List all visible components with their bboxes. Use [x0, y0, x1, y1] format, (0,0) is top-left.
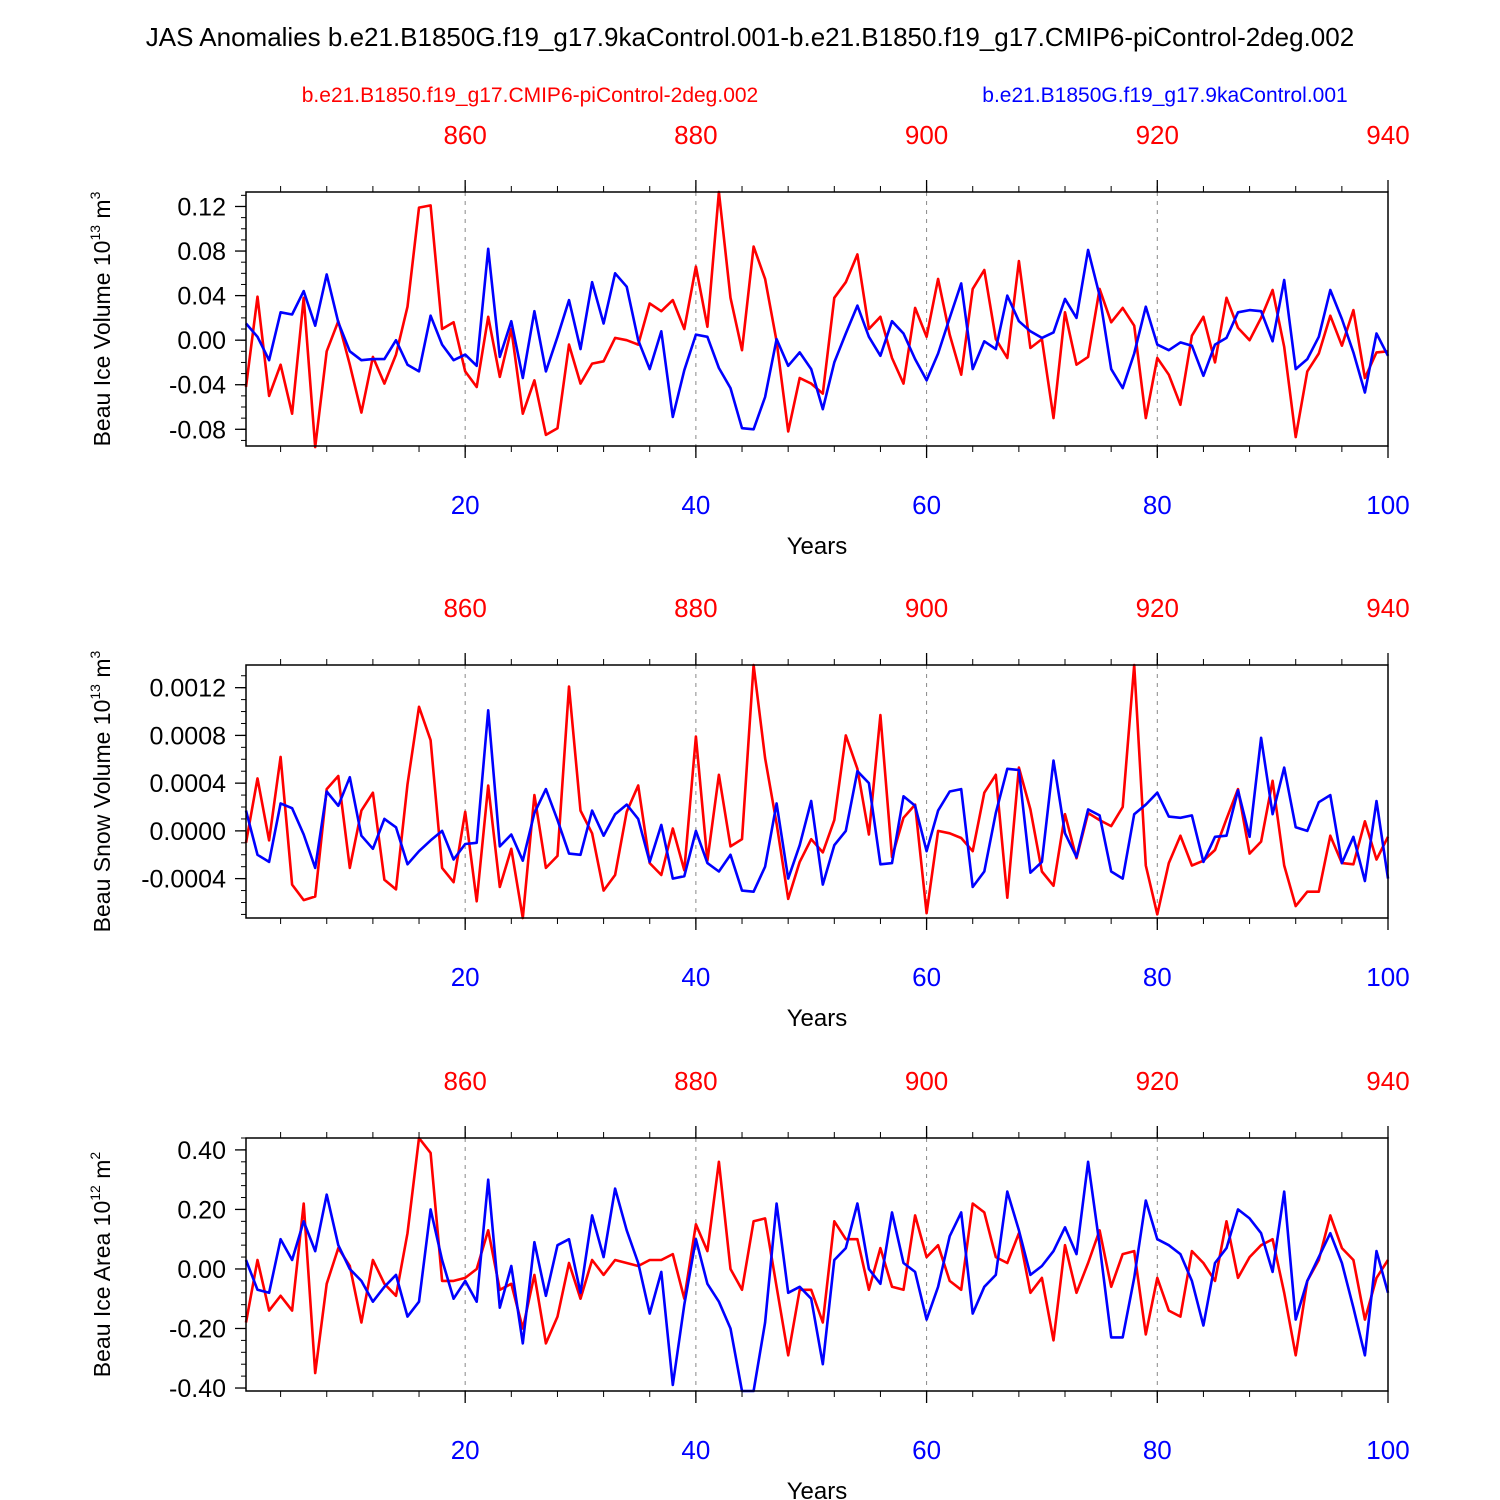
snow-volume-xtick-label: 100 — [1366, 962, 1409, 992]
ice-volume-ylabel-unit-exp: 3 — [87, 191, 103, 199]
snow-volume-xtick-label: 80 — [1143, 962, 1172, 992]
ice-area-xtick-label: 80 — [1143, 1435, 1172, 1465]
snow-volume-series-blue — [244, 708, 1390, 894]
ice-area-ylabel-unit: m — [89, 1160, 115, 1186]
ice-area-ytick-label: 0.40 — [177, 1137, 226, 1165]
snow-volume-frame — [245, 664, 1389, 919]
ice-volume-ylabel-unit: m — [89, 199, 115, 225]
snow-volume-ylabel: Beau Snow Volume 1013 m3 — [87, 650, 115, 932]
snow-volume-toptick-label: 880 — [674, 593, 717, 623]
ice-volume-ytick-label: 0.12 — [177, 193, 226, 221]
ice-volume-ylabel-exp: 13 — [87, 225, 103, 241]
ice-area-xtick-label: 40 — [681, 1435, 710, 1465]
ice-volume-ytick-label: -0.04 — [169, 372, 226, 400]
ice-volume-ytick-label: -0.08 — [169, 416, 226, 444]
snow-volume-ylabel-unit: m — [89, 658, 115, 684]
ice-volume-ytick-label: 0.08 — [177, 238, 226, 266]
snow-volume-xlabel: Years — [787, 1005, 848, 1032]
ice-area-toptick-label: 900 — [905, 1066, 948, 1096]
ice-area-toptick-label: 880 — [674, 1066, 717, 1096]
ice-volume-xtick-label: 100 — [1366, 490, 1409, 520]
ice-volume-toptick-label: 940 — [1366, 120, 1409, 150]
ice-volume-ytick-label: 0.04 — [177, 283, 226, 311]
ice-area-ytick-label: 0.20 — [177, 1196, 226, 1224]
ice-volume-frame — [245, 191, 1389, 447]
ice-area-frame — [245, 1137, 1389, 1392]
snow-volume-ytick-label: -0.0004 — [141, 866, 226, 894]
snow-volume-toptick-label: 900 — [905, 593, 948, 623]
ice-area-xlabel: Years — [787, 1478, 848, 1500]
snow-volume-ytick-label: 0.0004 — [150, 770, 227, 798]
ice-area-toptick-label: 920 — [1136, 1066, 1179, 1096]
ice-volume-toptick-label: 880 — [674, 120, 717, 150]
snow-volume-ylabel-exp: 13 — [87, 684, 103, 700]
snow-volume-toptick-label: 940 — [1366, 593, 1409, 623]
ice-area-toptick-label: 940 — [1366, 1066, 1409, 1096]
snow-volume-ytick-label: 0.0000 — [150, 818, 226, 846]
ice-area-ylabel: Beau Ice Area 1012 m2 — [87, 1152, 115, 1378]
snow-volume-ytick-label: 0.0008 — [150, 722, 226, 750]
legend-blue-label: b.e21.B1850G.f19_g17.9kaControl.001 — [982, 84, 1347, 107]
ice-volume-series-blue — [245, 247, 1390, 431]
ice-area-ylabel-main: Beau Ice Area 10 — [89, 1201, 115, 1377]
ice-volume-ytick-label: 0.00 — [177, 327, 226, 355]
snow-volume-xtick-label: 20 — [451, 962, 480, 992]
ice-area-xtick-label: 60 — [912, 1435, 941, 1465]
ice-volume-xtick-label: 80 — [1143, 490, 1172, 520]
ice-area-xtick-label: 20 — [451, 1435, 480, 1465]
ice-area-ytick-label: -0.40 — [169, 1375, 226, 1403]
ice-volume-toptick-label: 920 — [1136, 120, 1179, 150]
snow-volume-toptick-label: 860 — [443, 593, 486, 623]
panel-ice-area: -0.40 -0.20 0.00 0.20 0.40 20 40 60 80 100 860 880 9… — [87, 1066, 1410, 1500]
snow-volume-toptick-label: 920 — [1136, 593, 1179, 623]
ice-area-ylabel-exp: 12 — [87, 1185, 103, 1201]
ice-area-ytick-label: 0.00 — [177, 1256, 226, 1284]
ice-area-series-blue — [244, 1160, 1390, 1393]
snow-volume-ylabel-main: Beau Snow Volume 10 — [89, 700, 115, 933]
ice-volume-xtick-label: 60 — [912, 490, 941, 520]
ice-volume-ylabel-main: Beau Ice Volume 10 — [89, 241, 115, 447]
panel-snow-volume: -0.0004 0.0000 0.0004 0.0008 0.0012 20 40 60 80 1… — [87, 593, 1410, 1032]
ice-volume-xtick-label: 20 — [451, 490, 480, 520]
ice-area-ytick-label: -0.20 — [169, 1315, 226, 1343]
ice-area-xtick-label: 100 — [1366, 1435, 1409, 1465]
figure-title: JAS Anomalies b.e21.B1850G.f19_g17.9kaCo… — [146, 22, 1354, 52]
legend-red-label: b.e21.B1850.f19_g17.CMIP6-piControl-2deg… — [302, 84, 758, 107]
ice-volume-ylabel: Beau Ice Volume 1013 m3 — [87, 191, 115, 446]
ice-volume-xtick-label: 40 — [681, 490, 710, 520]
ice-volume-toptick-label: 900 — [905, 120, 948, 150]
ice-area-series-red — [244, 1136, 1390, 1375]
ice-volume-toptick-label: 860 — [443, 120, 486, 150]
snow-volume-xtick-label: 60 — [912, 962, 941, 992]
ice-volume-xlabel: Years — [787, 533, 848, 560]
ice-area-toptick-label: 860 — [443, 1066, 486, 1096]
snow-volume-ytick-label: 0.0012 — [150, 675, 226, 703]
ice-area-ylabel-unit-exp: 2 — [87, 1152, 103, 1160]
panel-ice-volume: -0.08 -0.04 0.00 0.04 0.08 0.12 20 40 60 80 100 860… — [87, 120, 1410, 560]
snow-volume-ylabel-unit-exp: 3 — [87, 650, 103, 658]
snow-volume-xtick-label: 40 — [681, 962, 710, 992]
